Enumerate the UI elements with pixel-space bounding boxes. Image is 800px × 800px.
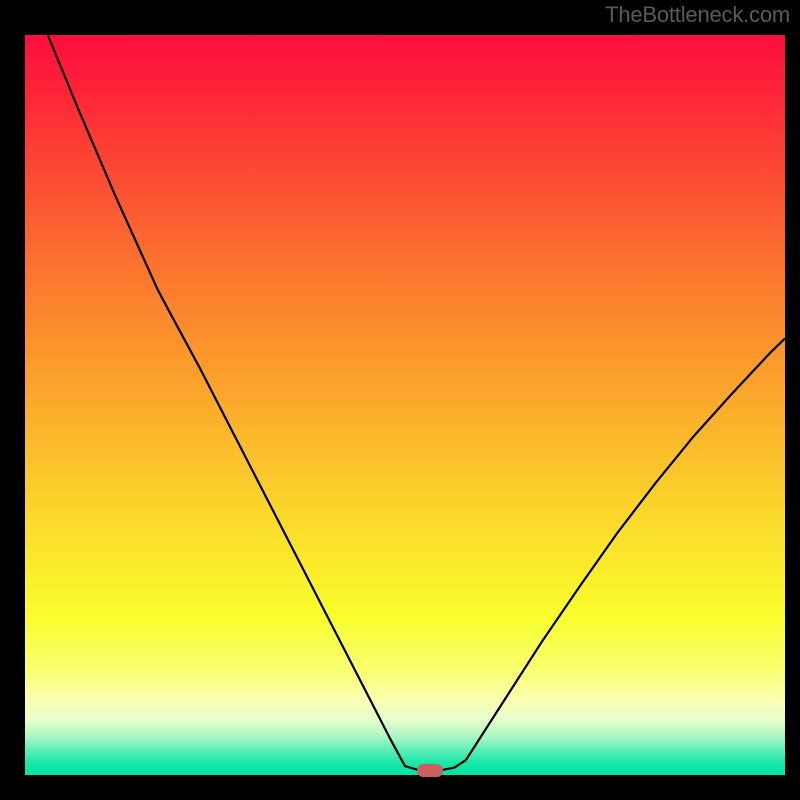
optimal-marker [417, 764, 443, 777]
chart-curve-layer [0, 0, 800, 800]
watermark-text: TheBottleneck.com [605, 2, 790, 28]
chart-root: TheBottleneck.com [0, 0, 800, 800]
bottleneck-curve [48, 35, 785, 771]
